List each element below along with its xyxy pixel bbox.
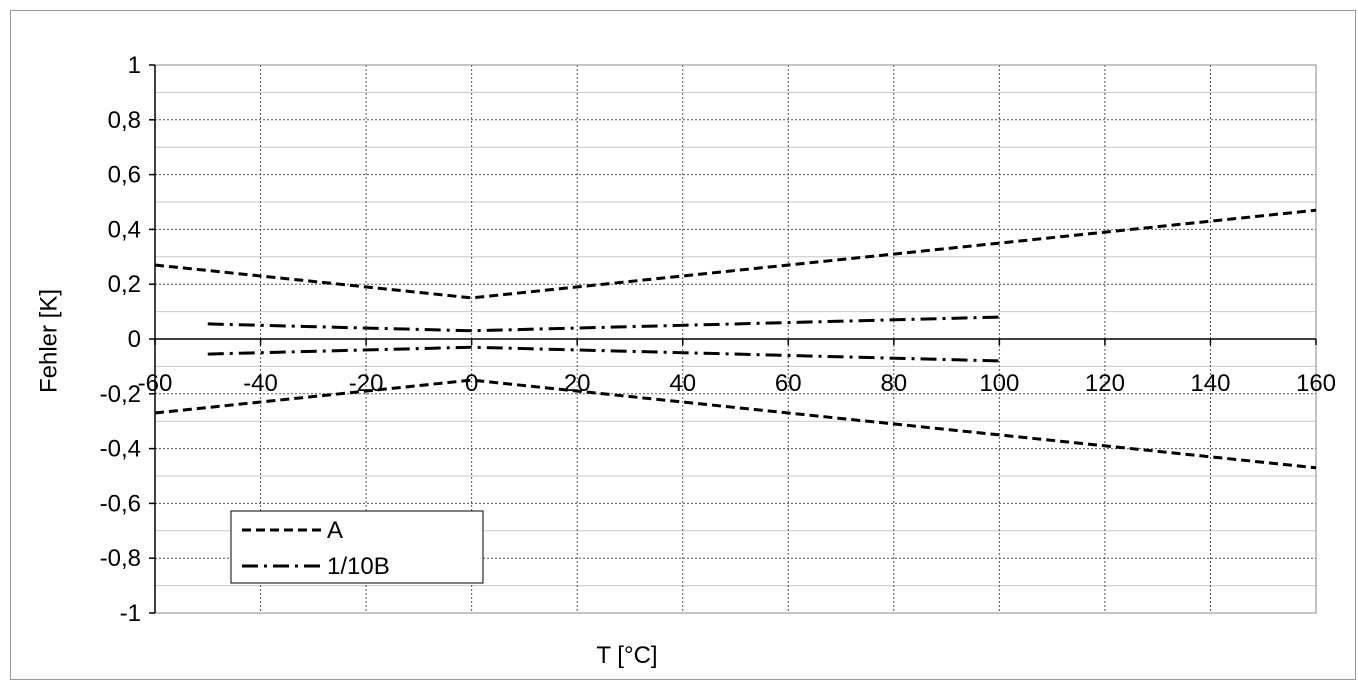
y-axis-title: Fehler [K]: [35, 289, 62, 393]
y-tick-label: 0: [128, 326, 141, 353]
series-a-upper-line: [154, 208, 1317, 300]
x-tick-label: -20: [349, 370, 384, 397]
x-tick-label: 140: [1190, 370, 1230, 397]
y-tick-label: -1: [120, 600, 141, 627]
y-tick-label: -0,6: [100, 490, 141, 517]
x-tick-label: 0: [465, 370, 478, 397]
x-tick-label: 20: [564, 370, 591, 397]
x-tick-labels: -60 -40 -20 0 20 40 60 80 100 120 140 160: [138, 370, 1336, 397]
y-tick-labels: 1 0,8 0,6 0,4 0,2 0 -0,2 -0,4 -0,6 -0,8 -1: [100, 52, 141, 627]
y-tick-label: -0,4: [100, 436, 141, 463]
x-tick-label: 80: [880, 370, 907, 397]
legend-label-a: A: [327, 517, 343, 544]
x-axis-title: T [°C]: [596, 642, 657, 669]
series-layer: [154, 208, 1317, 470]
y-tick-label: 1: [128, 52, 141, 79]
y-tick-label: 0,6: [108, 162, 141, 189]
x-tick-label: 60: [775, 370, 802, 397]
x-tick-label: 40: [669, 370, 696, 397]
x-tick-label: 120: [1085, 370, 1125, 397]
legend-box: [230, 510, 484, 584]
x-tick-label: 100: [979, 370, 1019, 397]
y-tick-label: 0,8: [108, 107, 141, 134]
y-tick-label: 0,4: [108, 216, 141, 243]
x-tick-label: 160: [1296, 370, 1336, 397]
y-tick-label: -0,8: [100, 545, 141, 572]
series-a-lower-line: [154, 378, 1317, 470]
x-tick-label: -60: [138, 370, 173, 397]
y-tick-label: -0,2: [100, 381, 141, 408]
series-b-upper-line: [207, 315, 1000, 333]
legend-label-b: 1/10B: [327, 553, 390, 580]
x-tick-label: -40: [243, 370, 278, 397]
series-b-lower-line: [207, 345, 1000, 363]
legend: A 1/10B: [230, 510, 484, 584]
y-tick-label: 0,2: [108, 271, 141, 298]
axes: [149, 64, 1317, 614]
